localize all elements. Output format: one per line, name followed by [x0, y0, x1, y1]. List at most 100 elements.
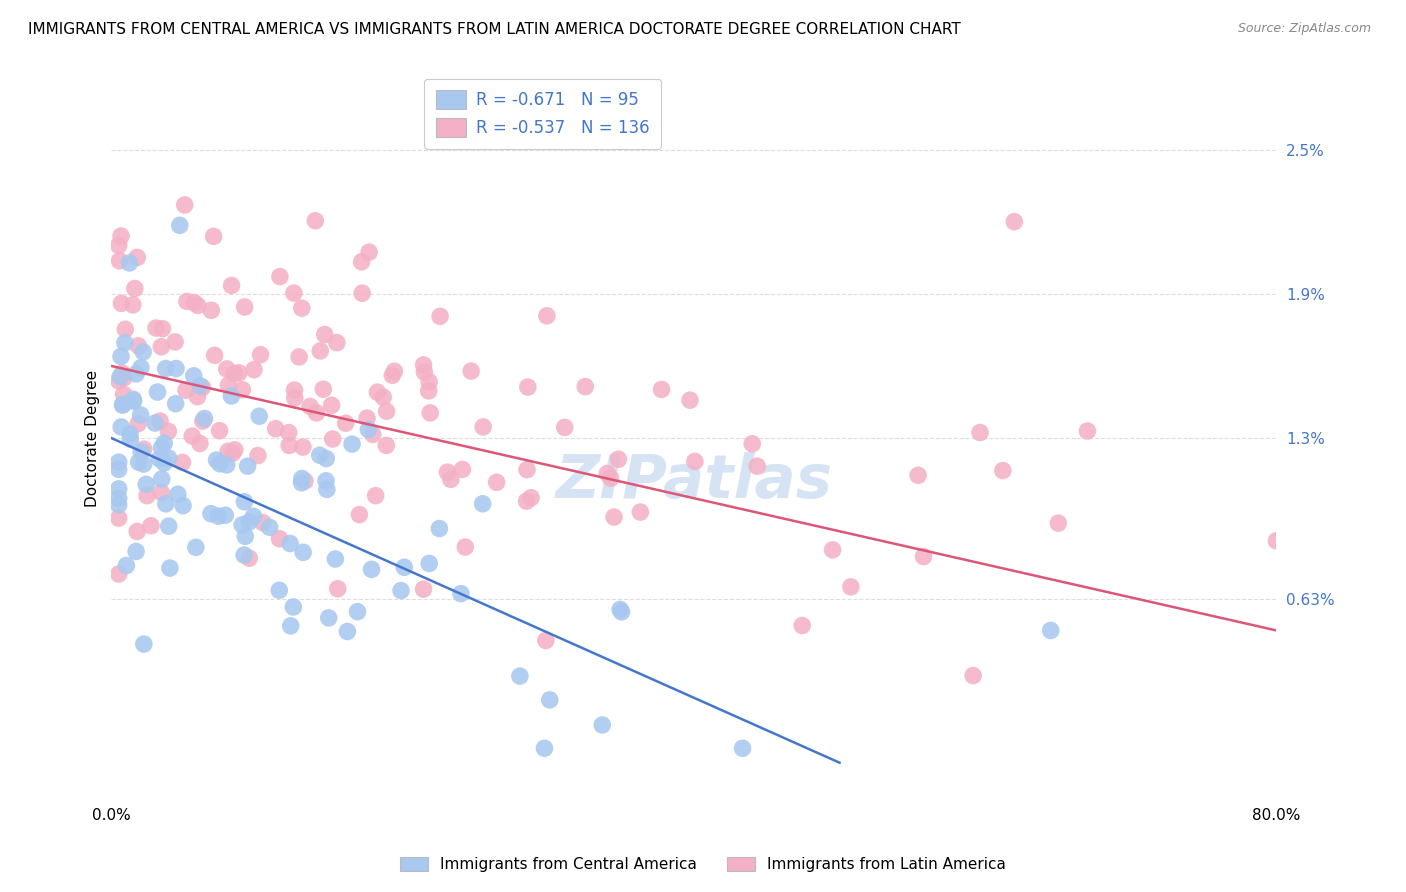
Point	[731, 741, 754, 756]
Point	[315, 483, 337, 497]
Point	[107, 511, 129, 525]
Point	[128, 455, 150, 469]
Point	[221, 278, 243, 293]
Point	[107, 462, 129, 476]
Point	[412, 358, 434, 372]
Point	[294, 474, 316, 488]
Point	[574, 379, 596, 393]
Point	[821, 542, 844, 557]
Point	[912, 549, 935, 564]
Point	[591, 718, 613, 732]
Point	[247, 409, 270, 424]
Point	[184, 541, 207, 555]
Point	[318, 611, 340, 625]
Point	[200, 303, 222, 318]
Point	[269, 532, 291, 546]
Point	[471, 497, 494, 511]
Point	[153, 456, 176, 470]
Point	[312, 382, 335, 396]
Point	[148, 451, 170, 466]
Point	[516, 380, 538, 394]
Point	[204, 348, 226, 362]
Point	[114, 335, 136, 350]
Point	[418, 384, 440, 398]
Point	[315, 474, 337, 488]
Point	[127, 417, 149, 431]
Point	[107, 238, 129, 252]
Point	[349, 508, 371, 522]
Point	[215, 458, 238, 472]
Point	[252, 516, 274, 530]
Point	[231, 383, 253, 397]
Point	[165, 361, 187, 376]
Point	[200, 507, 222, 521]
Point	[215, 362, 238, 376]
Point	[172, 455, 194, 469]
Point	[224, 367, 246, 381]
Point	[150, 441, 173, 455]
Point	[173, 198, 195, 212]
Point	[155, 361, 177, 376]
Point	[346, 605, 368, 619]
Point	[315, 451, 337, 466]
Point	[259, 520, 281, 534]
Point	[288, 350, 311, 364]
Point	[610, 605, 633, 619]
Point	[129, 408, 152, 422]
Text: ZIPatlas: ZIPatlas	[555, 452, 832, 511]
Point	[107, 455, 129, 469]
Point	[299, 400, 322, 414]
Point	[599, 471, 621, 485]
Point	[382, 364, 405, 378]
Point	[356, 411, 378, 425]
Point	[111, 397, 134, 411]
Point	[308, 448, 330, 462]
Point	[269, 269, 291, 284]
Point	[283, 286, 305, 301]
Point	[278, 536, 301, 550]
Point	[291, 440, 314, 454]
Point	[122, 394, 145, 409]
Point	[747, 459, 769, 474]
Point	[283, 599, 305, 614]
Point	[121, 298, 143, 312]
Point	[152, 321, 174, 335]
Point	[277, 425, 299, 440]
Point	[536, 309, 558, 323]
Point	[233, 529, 256, 543]
Point	[153, 436, 176, 450]
Point	[188, 436, 211, 450]
Point	[202, 229, 225, 244]
Point	[373, 390, 395, 404]
Point	[107, 374, 129, 388]
Point	[242, 509, 264, 524]
Legend: Immigrants from Central America, Immigrants from Latin America: Immigrants from Central America, Immigra…	[392, 849, 1014, 880]
Point	[228, 366, 250, 380]
Point	[122, 392, 145, 407]
Point	[292, 545, 315, 559]
Point	[450, 587, 472, 601]
Point	[191, 414, 214, 428]
Point	[150, 472, 173, 486]
Point	[650, 383, 672, 397]
Point	[596, 467, 619, 481]
Point	[1039, 624, 1062, 638]
Point	[533, 741, 555, 756]
Point	[238, 515, 260, 529]
Point	[135, 477, 157, 491]
Point	[193, 411, 215, 425]
Point	[418, 557, 440, 571]
Point	[187, 298, 209, 312]
Point	[335, 416, 357, 430]
Point	[412, 582, 434, 596]
Point	[429, 310, 451, 324]
Point	[792, 618, 814, 632]
Point	[221, 389, 243, 403]
Point	[375, 438, 398, 452]
Point	[246, 449, 269, 463]
Point	[683, 454, 706, 468]
Point	[110, 296, 132, 310]
Point	[107, 498, 129, 512]
Point	[107, 482, 129, 496]
Point	[451, 462, 474, 476]
